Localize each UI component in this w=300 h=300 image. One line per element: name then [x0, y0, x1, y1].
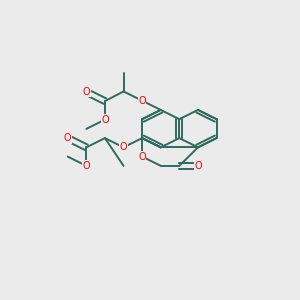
Text: O: O: [64, 133, 71, 143]
Text: O: O: [82, 87, 90, 97]
Text: O: O: [194, 161, 202, 171]
Text: O: O: [138, 152, 146, 162]
Text: O: O: [120, 142, 127, 152]
Text: O: O: [82, 161, 90, 171]
Text: O: O: [101, 115, 109, 124]
Text: O: O: [138, 96, 146, 106]
